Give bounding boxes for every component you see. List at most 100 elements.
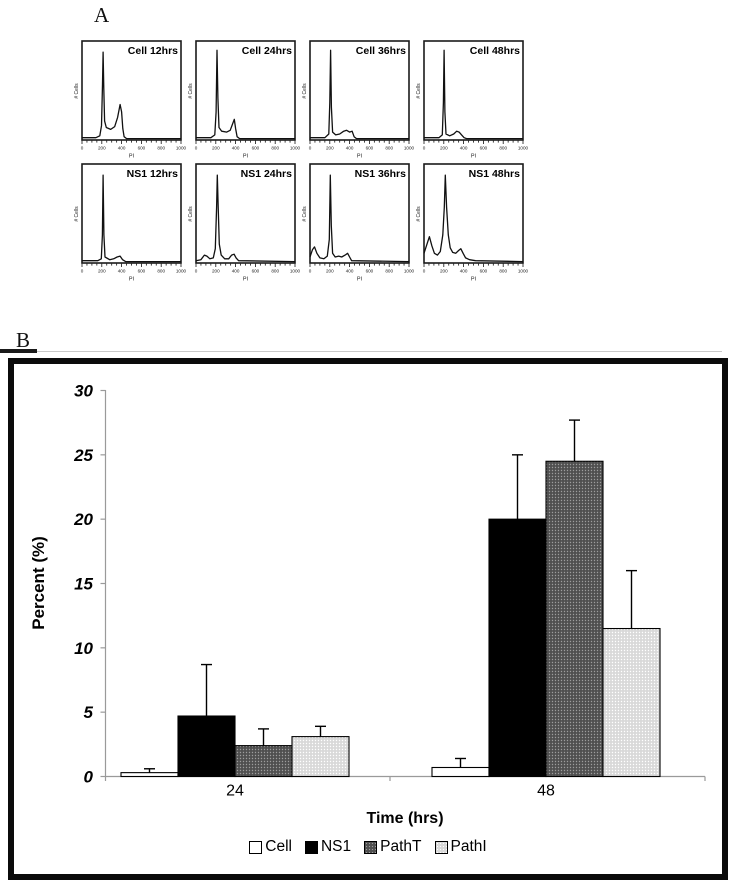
histogram-x-axis-label: PI	[471, 154, 477, 160]
histogram-cell-12hrs: Cell 12hrs # Cells 0 200 400 600 800 1000 PI	[74, 40, 187, 160]
histogram-ns1-24hrs: NS1 24hrs # Cells 0 200 400 600 800 1000 PI	[188, 163, 301, 283]
x-tick-label: 0	[309, 269, 312, 274]
bar-ns1-24	[177, 715, 236, 778]
histogram-title: NS1 48hrs	[469, 168, 521, 180]
x-tick-label: 600	[366, 146, 374, 151]
x-tick-label: 200	[326, 146, 334, 151]
y-tick-label: 10	[74, 639, 93, 658]
x-tick-label: 800	[157, 146, 165, 151]
scan-artifact-line	[0, 351, 722, 352]
x-tick-label: 0	[81, 269, 84, 274]
bar-pathi-24	[291, 736, 350, 778]
bar-patht-24	[234, 745, 293, 778]
legend-label: Cell	[265, 838, 292, 855]
x-tick-label: 1000	[290, 269, 301, 274]
legend-item-patht: PathT	[364, 838, 422, 856]
x-tick-label: 800	[385, 269, 393, 274]
x-tick-label: 400	[118, 146, 126, 151]
histogram-box	[309, 163, 410, 264]
panel-a-label: A	[94, 3, 110, 27]
y-tick-label: 0	[84, 768, 94, 787]
histogram-title: NS1 12hrs	[127, 168, 179, 180]
legend-item-pathi: PathI	[434, 838, 487, 856]
histogram-y-axis-label: # Cells	[74, 83, 80, 99]
histogram-title: NS1 36hrs	[355, 168, 407, 180]
x-tick-label: 1000	[404, 269, 415, 274]
flow-cytometry-grid: Cell 12hrs # Cells 0 200 400 600 800 1000 PI Cell…	[0, 0, 729, 300]
chart-legend: Cell NS1 PathT PathI	[14, 838, 722, 856]
x-tick-label: 800	[157, 269, 165, 274]
x-tick-label: 1000	[404, 146, 415, 151]
x-tick-label: 400	[118, 269, 126, 274]
x-tick-label: 1000	[176, 269, 187, 274]
histogram-title: NS1 24hrs	[241, 168, 293, 180]
histogram-x-axis-label: PI	[243, 277, 249, 283]
histogram-title: Cell 36hrs	[356, 45, 406, 57]
x-tick-label: 600	[252, 269, 260, 274]
x-tick-label: 400	[460, 269, 468, 274]
histogram-title: Cell 24hrs	[242, 45, 292, 57]
x-tick-label: 0	[195, 269, 198, 274]
dna-content-curve	[424, 49, 523, 140]
category-label-24: 24	[226, 783, 244, 800]
x-tick-label: 1000	[518, 146, 529, 151]
x-tick-label: 0	[81, 146, 84, 151]
histogram-y-axis-label: # Cells	[416, 83, 422, 99]
histogram-cell-24hrs: Cell 24hrs # Cells 0 200 400 600 800 1000 PI	[188, 40, 301, 160]
x-tick-label: 400	[232, 146, 240, 151]
x-tick-label: 800	[271, 269, 279, 274]
histogram-box	[81, 163, 182, 264]
histogram-y-axis-label: # Cells	[416, 206, 422, 222]
x-tick-label: 1000	[176, 146, 187, 151]
y-axis-title: Percent (%)	[29, 536, 48, 630]
histogram-x-axis-label: PI	[357, 154, 363, 160]
x-tick-label: 200	[212, 269, 220, 274]
x-tick-label: 600	[138, 269, 146, 274]
bar-chart-frame: 0 5 10 15 20 25 30 24 48 Time (hrs) Percent (%) Ce…	[8, 358, 728, 880]
y-tick-label: 20	[73, 510, 93, 529]
histogram-y-axis-label: # Cells	[188, 206, 194, 222]
histogram-box	[309, 40, 410, 141]
x-tick-label: 0	[423, 146, 426, 151]
histogram-cell-36hrs: Cell 36hrs # Cells 0 200 400 600 800 1000 PI	[302, 40, 415, 160]
histogram-x-axis-label: PI	[357, 277, 363, 283]
bar-ns1-48	[488, 518, 547, 778]
histogram-x-axis-label: PI	[243, 154, 249, 160]
histogram-cell-48hrs: Cell 48hrs # Cells 0 200 400 600 800 1000 PI	[416, 40, 529, 160]
x-tick-label: 200	[440, 269, 448, 274]
dna-content-curve	[196, 49, 295, 140]
x-tick-label: 1000	[518, 269, 529, 274]
legend-label: PathI	[450, 838, 487, 855]
histogram-y-axis-label: # Cells	[74, 206, 80, 222]
x-tick-label: 200	[326, 269, 334, 274]
legend-swatch-cell	[249, 840, 263, 854]
x-tick-label: 400	[232, 269, 240, 274]
legend-swatch-patht	[364, 840, 378, 854]
x-tick-label: 600	[252, 146, 260, 151]
y-tick-label: 15	[74, 575, 93, 594]
x-tick-label: 0	[195, 146, 198, 151]
x-tick-label: 200	[98, 269, 106, 274]
histogram-x-axis-label: PI	[129, 277, 135, 283]
legend-item-cell: Cell	[249, 838, 292, 856]
histogram-box	[195, 40, 296, 141]
bar-patht-48	[545, 460, 604, 778]
histogram-y-axis-label: # Cells	[302, 83, 308, 99]
x-tick-label: 600	[138, 146, 146, 151]
histogram-y-axis-label: # Cells	[188, 83, 194, 99]
x-axis-title: Time (hrs)	[366, 810, 443, 827]
x-tick-label: 400	[346, 269, 354, 274]
y-tick-label: 25	[73, 446, 93, 465]
y-tick-label: 30	[74, 382, 93, 401]
histogram-box	[423, 40, 524, 141]
bar-pathi-48	[602, 627, 661, 778]
histogram-box	[81, 40, 182, 141]
dna-content-curve	[310, 49, 409, 140]
x-tick-label: 800	[499, 269, 507, 274]
x-tick-label: 400	[460, 146, 468, 151]
bar-cell-24	[120, 772, 179, 778]
panel-b-label: B	[16, 328, 31, 352]
x-tick-label: 800	[499, 146, 507, 151]
dna-content-curve	[423, 174, 524, 263]
bar-chart: 0 5 10 15 20 25 30 24 48 Time (hrs) Percent (%)	[29, 382, 706, 827]
